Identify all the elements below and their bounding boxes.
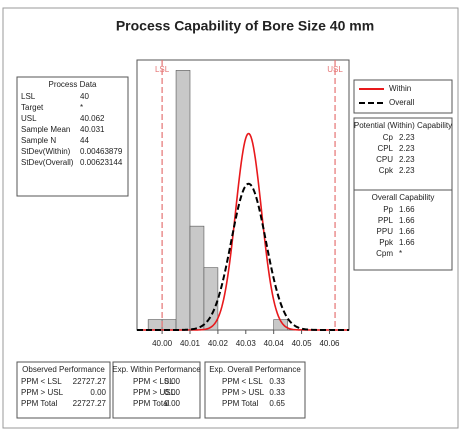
row-value: 2.23: [399, 166, 415, 175]
table-title: Exp. Within Performance: [112, 365, 201, 374]
table-title: Overall Capability: [372, 193, 435, 202]
table-box: [353, 189, 453, 271]
table-title: Process Data: [48, 80, 97, 89]
spec-label: LSL: [155, 65, 170, 74]
row-value: *: [399, 249, 402, 258]
row-label: PPM Total: [222, 399, 259, 408]
row-label: Ppk: [379, 238, 394, 247]
legend-box: [353, 79, 453, 114]
row-label: StDev(Within): [21, 147, 71, 156]
row-value: 0.33: [269, 388, 285, 397]
row-value: 0.00: [164, 377, 180, 386]
row-value: 0.00623144: [80, 158, 123, 167]
row-label: Pp: [383, 205, 393, 214]
row-label: Target: [21, 103, 44, 112]
row-label: CPL: [377, 144, 393, 153]
fit-curve: [137, 182, 349, 331]
x-tick-label: 40.02: [208, 339, 229, 348]
bar: [175, 70, 191, 331]
row-label: PPM Total: [21, 399, 58, 408]
row-label: Cp: [383, 133, 394, 142]
row-value: 0.00463879: [80, 147, 123, 156]
row-label: PPL: [378, 216, 394, 225]
row-value: 1.66: [399, 238, 415, 247]
row-value: 1.66: [399, 205, 415, 214]
row-label: PPM > USL: [133, 388, 176, 397]
row-label: PPM > USL: [21, 388, 64, 397]
row-value: 40: [80, 92, 89, 101]
table-box: [16, 76, 129, 197]
row-label: Sample Mean: [21, 125, 70, 134]
row-label: PPM < LSL: [21, 377, 62, 386]
row-value: *: [80, 103, 83, 112]
table-box: [204, 361, 306, 419]
row-label: CPU: [376, 155, 393, 164]
x-tick-label: 40.03: [236, 339, 257, 348]
table-title: Exp. Overall Performance: [209, 365, 301, 374]
row-label: Sample N: [21, 136, 56, 145]
x-tick-label: 40.00: [152, 339, 173, 348]
table-box: [112, 361, 201, 419]
legend-label: Within: [389, 84, 411, 93]
row-value: 22727.27: [73, 399, 107, 408]
bar: [189, 225, 205, 331]
row-value: 0.00: [164, 399, 180, 408]
table-title: Observed Performance: [22, 365, 105, 374]
row-value: 40.062: [80, 114, 105, 123]
table-box: [16, 361, 111, 419]
row-label: PPU: [377, 227, 394, 236]
table-title: Potential (Within) Capability: [354, 121, 452, 130]
row-value: 22727.27: [73, 377, 107, 386]
spec-label: USL: [327, 65, 343, 74]
row-label: PPM < LSL: [133, 377, 174, 386]
row-label: PPM < LSL: [222, 377, 263, 386]
row-label: Cpm: [376, 249, 393, 258]
row-value: 0.33: [269, 377, 285, 386]
row-value: 2.23: [399, 144, 415, 153]
x-tick-label: 40.06: [319, 339, 340, 348]
bar: [203, 267, 219, 331]
row-value: 1.66: [399, 216, 415, 225]
x-tick-label: 40.05: [292, 339, 313, 348]
legend-label: Overall: [389, 98, 415, 107]
row-label: LSL: [21, 92, 36, 101]
row-label: USL: [21, 114, 37, 123]
table-box: [353, 117, 453, 191]
x-tick-label: 40.04: [264, 339, 285, 348]
chart-title: Process Capability of Bore Size 40 mm: [116, 18, 374, 34]
row-value: 0.65: [269, 399, 285, 408]
bar: [161, 319, 177, 331]
row-value: 44: [80, 136, 89, 145]
row-label: PPM Total: [133, 399, 170, 408]
plot-frame: [136, 59, 350, 331]
row-value: 1.66: [399, 227, 415, 236]
row-label: PPM > USL: [222, 388, 265, 397]
bar: [147, 319, 163, 331]
row-label: Cpk: [379, 166, 394, 175]
x-tick-label: 40.01: [180, 339, 201, 348]
row-value: 40.031: [80, 125, 105, 134]
row-value: 2.23: [399, 155, 415, 164]
row-label: StDev(Overall): [21, 158, 74, 167]
row-value: 0.00: [90, 388, 106, 397]
row-value: 2.23: [399, 133, 415, 142]
row-value: 0.00: [164, 388, 180, 397]
